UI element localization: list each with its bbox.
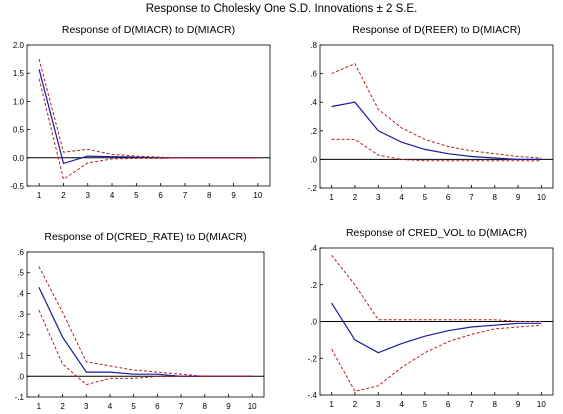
upper-band-line bbox=[38, 266, 253, 377]
plot-frame bbox=[319, 44, 554, 189]
x-tick-label: 10 bbox=[537, 400, 546, 409]
y-tick-label: .3 bbox=[17, 310, 24, 319]
y-tick-label: -.2 bbox=[308, 184, 318, 193]
x-tick-label: 3 bbox=[84, 402, 89, 411]
x-tick-label: 8 bbox=[203, 402, 208, 411]
x-tick-label: 2 bbox=[60, 402, 65, 411]
response-line bbox=[38, 69, 258, 165]
y-tick-label: -.2 bbox=[308, 354, 318, 363]
x-tick-label: 2 bbox=[353, 193, 358, 202]
response-line bbox=[331, 302, 542, 354]
x-tick-label: 1 bbox=[329, 400, 334, 409]
response-line bbox=[38, 286, 253, 377]
x-tick-label: 7 bbox=[183, 191, 188, 200]
x-tick-label: 2 bbox=[353, 400, 358, 409]
x-tick-label: 4 bbox=[399, 193, 404, 202]
x-tick-label: 10 bbox=[537, 193, 546, 202]
panel-title: Response of D(CRED_RATE) to D(MIACR) bbox=[44, 231, 246, 243]
x-tick-label: 5 bbox=[131, 402, 136, 411]
x-tick-label: 5 bbox=[423, 400, 428, 409]
irf-panel-4: Response of CRED_VOL to D(MIACR) -.4 -.2 .0… bbox=[308, 227, 554, 409]
irf-panel-3: Response of D(CRED_RATE) to D(MIACR) -.1.… bbox=[15, 231, 265, 411]
y-tick-label: 1.5 bbox=[13, 69, 25, 78]
x-tick-label: 8 bbox=[493, 193, 498, 202]
x-tick-label: 10 bbox=[248, 402, 257, 411]
x-tick-label: 6 bbox=[155, 402, 160, 411]
x-tick-label: 3 bbox=[376, 193, 381, 202]
y-tick-label: .6 bbox=[310, 70, 317, 79]
lower-band-line bbox=[331, 324, 542, 392]
y-tick-label: 2.0 bbox=[13, 41, 25, 50]
y-tick-label: 0.5 bbox=[13, 126, 25, 135]
x-tick-label: 7 bbox=[469, 193, 474, 202]
x-tick-label: 6 bbox=[158, 191, 163, 200]
x-tick-label: 10 bbox=[253, 191, 262, 200]
irf-panel-2: Response of D(REER) to D(MIACR) -.2 .0 .2 .4… bbox=[308, 24, 554, 202]
y-tick-label: -.1 bbox=[15, 393, 25, 402]
x-tick-label: 8 bbox=[207, 191, 212, 200]
x-tick-label: 1 bbox=[37, 191, 42, 200]
x-tick-label: 1 bbox=[37, 402, 42, 411]
x-tick-label: 7 bbox=[179, 402, 184, 411]
x-tick-label: 3 bbox=[86, 191, 91, 200]
y-tick-label: 0.0 bbox=[13, 154, 25, 163]
x-tick-label: 5 bbox=[134, 191, 139, 200]
plot-frame bbox=[26, 251, 265, 398]
x-tick-label: 4 bbox=[108, 402, 113, 411]
x-tick-label: 9 bbox=[226, 402, 231, 411]
y-tick-label: .5 bbox=[17, 269, 24, 278]
x-tick-label: 9 bbox=[231, 191, 236, 200]
y-tick-label: .0 bbox=[17, 372, 24, 381]
x-tick-label: 1 bbox=[329, 193, 334, 202]
lower-band-line bbox=[38, 78, 258, 181]
y-tick-label: -.4 bbox=[308, 391, 318, 400]
y-tick-label: 1.0 bbox=[13, 97, 25, 106]
panel-title: Response of D(REER) to D(MIACR) bbox=[352, 24, 521, 36]
x-tick-label: 8 bbox=[493, 400, 498, 409]
y-tick-label: .2 bbox=[17, 331, 24, 340]
plot-frame bbox=[26, 44, 271, 187]
x-tick-label: 7 bbox=[469, 400, 474, 409]
upper-band-line bbox=[331, 254, 542, 322]
y-tick-label: .2 bbox=[310, 281, 317, 290]
panel-title: Response of D(MIACR) to D(MIACR) bbox=[62, 24, 235, 36]
x-tick-label: 5 bbox=[423, 193, 428, 202]
y-tick-label: -0.5 bbox=[10, 182, 24, 191]
upper-band-line bbox=[38, 58, 258, 159]
x-tick-label: 4 bbox=[110, 191, 115, 200]
x-tick-label: 6 bbox=[446, 400, 451, 409]
y-tick-label: .2 bbox=[310, 127, 317, 136]
y-tick-label: .1 bbox=[17, 352, 24, 361]
figure-title: Response to Cholesky One S.D. Innovation… bbox=[145, 3, 418, 15]
y-tick-label: .8 bbox=[310, 41, 317, 50]
y-tick-label: .6 bbox=[17, 248, 24, 257]
x-tick-label: 9 bbox=[516, 400, 521, 409]
x-tick-label: 4 bbox=[399, 400, 404, 409]
y-tick-label: .4 bbox=[310, 98, 317, 107]
y-tick-label: .4 bbox=[17, 289, 24, 298]
y-tick-label: .0 bbox=[310, 155, 317, 164]
response-line bbox=[331, 101, 542, 160]
lower-band-line bbox=[38, 309, 253, 386]
x-tick-label: 9 bbox=[516, 193, 521, 202]
x-tick-label: 2 bbox=[61, 191, 66, 200]
x-tick-label: 3 bbox=[376, 400, 381, 409]
upper-band-line bbox=[331, 62, 542, 159]
y-tick-label: .0 bbox=[310, 318, 317, 327]
y-tick-label: .4 bbox=[310, 244, 317, 253]
panel-title: Response of CRED_VOL to D(MIACR) bbox=[346, 227, 527, 239]
x-tick-label: 6 bbox=[446, 193, 451, 202]
irf-panel-1: Response of D(MIACR) to D(MIACR) -0.5 0.0 0… bbox=[10, 24, 271, 200]
lower-band-line bbox=[331, 138, 542, 162]
